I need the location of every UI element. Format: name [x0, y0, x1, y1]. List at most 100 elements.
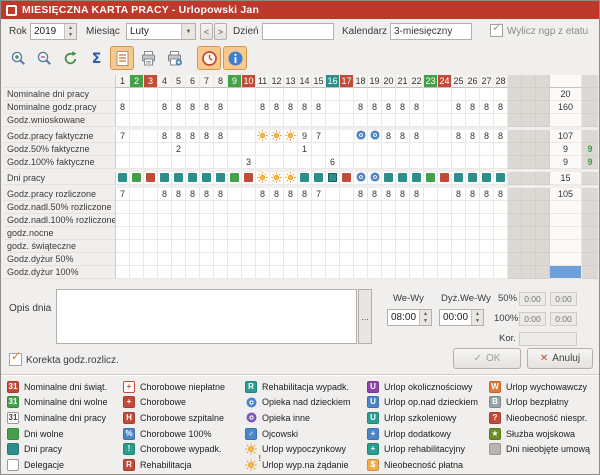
info-button[interactable]: [223, 46, 247, 70]
grid-cell[interactable]: 1: [298, 143, 312, 156]
day-header-5[interactable]: 5: [172, 75, 186, 88]
day-header-8[interactable]: 8: [214, 75, 228, 88]
workday-box-icon[interactable]: [382, 172, 396, 185]
grid-cell[interactable]: [130, 156, 144, 169]
grid-cell[interactable]: [438, 88, 452, 101]
grid-cell[interactable]: [116, 253, 130, 266]
holiday-box-icon[interactable]: [438, 172, 452, 185]
grid-cell[interactable]: [130, 114, 144, 127]
grid-cell[interactable]: [326, 130, 340, 143]
grid-cell[interactable]: [130, 143, 144, 156]
day-header-26[interactable]: 26: [466, 75, 480, 88]
spinner-arrows-icon[interactable]: [419, 310, 431, 325]
grid-cell[interactable]: [466, 240, 480, 253]
grid-cell[interactable]: [396, 240, 410, 253]
grid-cell[interactable]: [368, 156, 382, 169]
workday-box-icon[interactable]: [158, 172, 172, 185]
grid-cell[interactable]: [424, 88, 438, 101]
grid-cell[interactable]: 7: [116, 130, 130, 143]
grid-cell[interactable]: 8: [256, 188, 270, 201]
grid-cell[interactable]: [284, 156, 298, 169]
workday-box-icon[interactable]: [172, 172, 186, 185]
free-day-box-icon[interactable]: [228, 172, 242, 185]
grid-cell[interactable]: [144, 130, 158, 143]
grid-cell[interactable]: [186, 114, 200, 127]
vacation-sun-icon[interactable]: [256, 130, 270, 143]
spin-up-icon[interactable]: [472, 310, 483, 318]
grid-cell[interactable]: 8: [410, 101, 424, 114]
grid-cell[interactable]: [242, 227, 256, 240]
grid-cell[interactable]: [270, 214, 284, 227]
grid-cell[interactable]: [354, 156, 368, 169]
vacation-sun-icon[interactable]: [284, 130, 298, 143]
grid-cell[interactable]: [284, 114, 298, 127]
vacation-sun-icon[interactable]: [256, 172, 270, 185]
clock-button[interactable]: [197, 46, 221, 70]
print-button[interactable]: [136, 46, 160, 70]
grid-cell[interactable]: [368, 143, 382, 156]
grid-cell[interactable]: 8: [214, 188, 228, 201]
grid-cell[interactable]: [312, 266, 326, 279]
grid-cell[interactable]: 8: [158, 101, 172, 114]
grid-cell[interactable]: [270, 253, 284, 266]
grid-cell[interactable]: [494, 156, 508, 169]
grid-cell[interactable]: [312, 143, 326, 156]
grid-cell[interactable]: [130, 227, 144, 240]
grid-cell[interactable]: [228, 130, 242, 143]
grid-cell[interactable]: [410, 227, 424, 240]
grid-cell[interactable]: [326, 214, 340, 227]
grid-cell[interactable]: [172, 266, 186, 279]
grid-cell[interactable]: 8: [466, 188, 480, 201]
grid-cell[interactable]: [284, 266, 298, 279]
grid-cell[interactable]: [172, 240, 186, 253]
grid-cell[interactable]: [340, 227, 354, 240]
grid-cell[interactable]: [424, 227, 438, 240]
workday-box-icon[interactable]: [186, 172, 200, 185]
day-input[interactable]: [262, 23, 334, 40]
calendar-input[interactable]: [390, 23, 472, 40]
grid-cell[interactable]: [130, 188, 144, 201]
grid-cell[interactable]: [256, 143, 270, 156]
grid-cell[interactable]: [340, 201, 354, 214]
day-header-15[interactable]: 15: [312, 75, 326, 88]
grid-cell[interactable]: 8: [480, 130, 494, 143]
grid-cell[interactable]: [214, 253, 228, 266]
grid-cell[interactable]: [396, 253, 410, 266]
grid-cell[interactable]: 8: [186, 101, 200, 114]
day-header-16[interactable]: 16: [326, 75, 340, 88]
spin-down-icon[interactable]: [65, 32, 76, 40]
grid-cell[interactable]: [326, 88, 340, 101]
grid-cell[interactable]: [480, 88, 494, 101]
grid-cell[interactable]: [270, 114, 284, 127]
grid-cell[interactable]: [214, 266, 228, 279]
grid-cell[interactable]: 8: [116, 101, 130, 114]
grid-cell[interactable]: [200, 253, 214, 266]
grid-cell[interactable]: [298, 156, 312, 169]
childcare-icon[interactable]: [368, 172, 382, 185]
grid-cell[interactable]: [340, 88, 354, 101]
grid-cell[interactable]: [298, 240, 312, 253]
grid-cell[interactable]: [214, 240, 228, 253]
grid-cell[interactable]: [326, 201, 340, 214]
grid-cell[interactable]: [424, 201, 438, 214]
workday-box-icon[interactable]: [200, 172, 214, 185]
grid-cell[interactable]: [396, 201, 410, 214]
grid-cell[interactable]: [438, 156, 452, 169]
grid-cell[interactable]: [284, 88, 298, 101]
holiday-box-icon[interactable]: [340, 172, 354, 185]
grid-cell[interactable]: [396, 227, 410, 240]
grid-cell[interactable]: [214, 214, 228, 227]
grid-cell[interactable]: [424, 143, 438, 156]
grid-cell[interactable]: 8: [214, 101, 228, 114]
grid-cell[interactable]: [228, 253, 242, 266]
grid-cell[interactable]: [312, 201, 326, 214]
grid-cell[interactable]: [438, 188, 452, 201]
grid-cell[interactable]: [410, 156, 424, 169]
grid-cell[interactable]: [130, 266, 144, 279]
grid-cell[interactable]: [480, 266, 494, 279]
zoom-in-button[interactable]: [6, 46, 30, 70]
workday-box-icon[interactable]: [312, 172, 326, 185]
grid-cell[interactable]: 9: [298, 130, 312, 143]
grid-cell[interactable]: [494, 266, 508, 279]
grid-cell[interactable]: [298, 201, 312, 214]
